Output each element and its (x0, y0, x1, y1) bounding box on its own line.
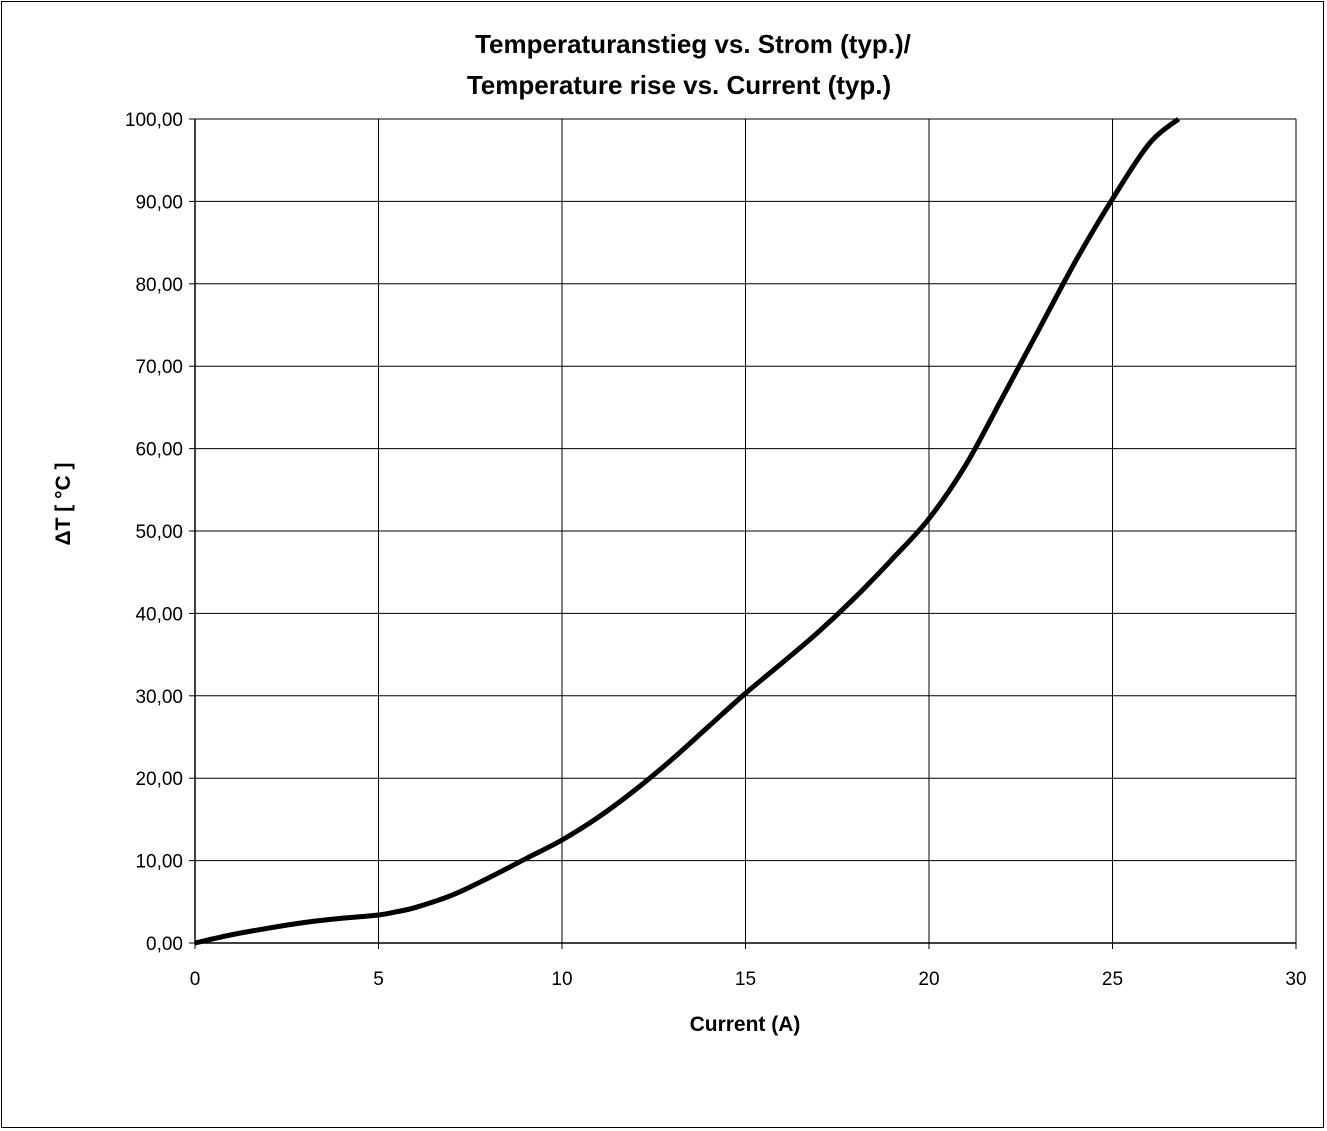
y-axis-title: ΔT [ °C ] (52, 463, 75, 546)
y-tick-label: 10,00 (135, 852, 183, 873)
y-tick-label: 20,00 (135, 769, 183, 790)
x-tick-label: 20 (918, 969, 939, 990)
x-axis-title: Current (A) (690, 1013, 801, 1036)
tick-labels: 0 5 10 15 20 25 30 0,00 10,00 20,00 30,00 40,00 50,0… (125, 110, 1307, 990)
y-tick-label: 70,00 (135, 357, 183, 378)
series-line-0 (194, 117, 1181, 946)
y-tick-label: 90,00 (135, 192, 183, 213)
x-tick-label: 10 (551, 969, 572, 990)
series (194, 117, 1181, 946)
chart-title-line2: Temperature rise vs. Current (typ.) (467, 70, 891, 100)
y-tick-label: 60,00 (135, 440, 183, 461)
axes (189, 118, 1297, 949)
grid (195, 118, 1297, 943)
y-tick-label: 80,00 (135, 275, 183, 296)
x-tick-label: 15 (735, 969, 756, 990)
y-tick-label: 100,00 (125, 110, 183, 131)
x-tick-label: 25 (1102, 969, 1123, 990)
y-tick-label: 40,00 (135, 604, 183, 625)
y-tick-label: 50,00 (135, 522, 183, 543)
x-tick-label: 30 (1285, 969, 1306, 990)
x-tick-label: 0 (190, 969, 201, 990)
y-tick-label: 0,00 (146, 934, 183, 955)
x-tick-label: 5 (373, 969, 384, 990)
y-tick-label: 30,00 (135, 687, 183, 708)
chart-title-line1: Temperaturanstieg vs. Strom (typ.)/ (475, 29, 911, 59)
